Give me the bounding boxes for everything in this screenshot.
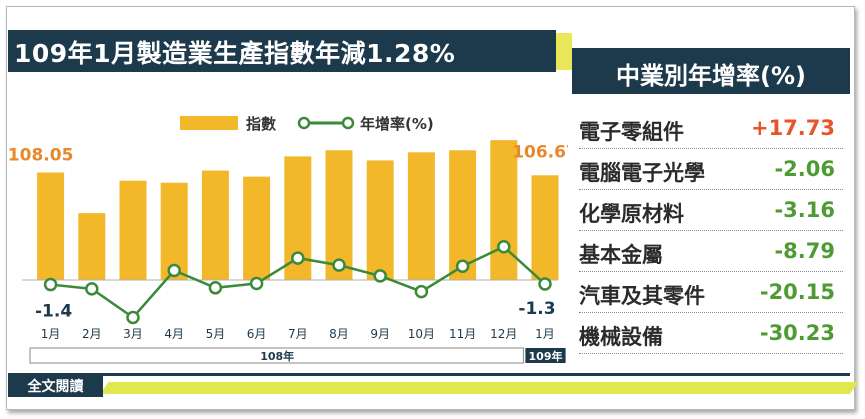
labels-layer: 108.05 106.67 -1.4 -1.3 — [8, 142, 568, 321]
index-bar — [119, 180, 147, 280]
year-group-109-label: 109年 — [529, 349, 563, 363]
read-full-text-label[interactable]: 全文閱讀 — [27, 379, 84, 395]
row-divider — [579, 353, 843, 354]
index-bar — [407, 152, 435, 280]
growth-marker — [538, 277, 552, 291]
growth-marker — [249, 276, 264, 291]
growth-marker — [126, 310, 140, 325]
row-divider — [579, 230, 843, 231]
year-group-108-label: 108年 — [260, 349, 294, 363]
x-tick-label: 12月 — [490, 327, 517, 341]
x-tick-label: 3月 — [123, 327, 143, 341]
index-bar — [201, 170, 229, 280]
industry-row: 機械設備 -30.23 — [573, 314, 851, 354]
last-index-label: 106.67 — [512, 142, 568, 162]
legend-growth-label: 年增率(%) — [360, 115, 434, 133]
chart-legend: 指數 年增率(%) — [180, 115, 434, 133]
production-index-chart: 108.05 106.67 -1.4 -1.3 指數 年增率(%) 1月 2月 3月 4月 5… — [8, 115, 568, 364]
index-bar — [78, 213, 106, 280]
industry-name: 汽車及其零件 — [579, 284, 705, 308]
row-divider — [579, 271, 843, 272]
industry-panel-header — [572, 48, 850, 94]
x-tick-label: 8月 — [329, 327, 349, 341]
industry-name: 機械設備 — [579, 325, 663, 349]
industry-name: 電子零組件 — [579, 120, 684, 144]
industry-growth-value: -3.16 — [774, 198, 835, 222]
title-bar — [8, 30, 556, 72]
footer-rule — [8, 373, 850, 376]
industry-growth-value: -30.23 — [759, 321, 835, 345]
first-growth-label: -1.4 — [35, 302, 72, 322]
industry-name: 電腦電子光學 — [579, 161, 705, 185]
growth-marker — [208, 281, 223, 295]
year-group-109 — [525, 348, 566, 363]
industry-name: 基本金屬 — [579, 243, 663, 267]
industry-row: 電腦電子光學 -2.06 — [573, 150, 851, 190]
page-title: 109年1月製造業生產指數年減1.28% — [14, 39, 456, 68]
x-tick-label: 4月 — [164, 327, 184, 341]
industry-panel-title: 中業別年增率(%) — [616, 62, 806, 90]
legend-line-marker-left — [297, 116, 311, 130]
legend-line-marker-right — [341, 116, 355, 130]
x-tick-label: 9月 — [370, 327, 390, 341]
index-bar — [531, 175, 559, 280]
growth-marker — [43, 277, 58, 292]
x-tick-label: 5月 — [206, 327, 226, 341]
title-accent — [556, 33, 572, 70]
x-tick-label: 10月 — [408, 327, 435, 341]
industry-row: 汽車及其零件 -20.15 — [573, 273, 851, 313]
growth-line-layer — [43, 240, 552, 325]
x-axis: 1月 2月 3月 4月 5月 6月 7月 8月 9月 10月 11月 12月 1月 108年 109年 — [29, 327, 566, 364]
growth-marker — [455, 259, 470, 273]
legend-index-label: 指數 — [246, 115, 276, 133]
index-bar — [37, 172, 65, 280]
index-bar — [449, 150, 477, 280]
row-divider — [579, 312, 843, 313]
bars-layer — [37, 140, 559, 280]
industry-growth-value: +17.73 — [750, 116, 835, 140]
x-tick-label: 2月 — [82, 327, 102, 341]
year-group-108 — [29, 347, 524, 364]
x-tick-label: 1月 — [41, 327, 61, 341]
growth-marker — [85, 282, 99, 296]
growth-marker — [332, 258, 346, 272]
last-growth-label: -1.3 — [518, 299, 555, 319]
x-tick-label: 1月 — [535, 327, 555, 341]
growth-marker — [291, 251, 305, 265]
read-full-text-button[interactable] — [8, 373, 103, 397]
legend-bar-swatch — [180, 116, 238, 130]
x-tick-label: 7月 — [288, 327, 308, 341]
industry-growth-value: -8.79 — [774, 239, 835, 263]
industry-row: 化學原材料 -3.16 — [573, 191, 851, 231]
growth-marker — [414, 284, 429, 299]
footer-accent-stripe — [100, 382, 859, 394]
growth-marker — [497, 240, 511, 254]
row-divider — [579, 148, 843, 149]
industry-row: 基本金屬 -8.79 — [573, 232, 851, 272]
growth-marker — [167, 263, 181, 278]
index-bar — [490, 140, 518, 280]
x-tick-label: 6月 — [247, 327, 267, 341]
index-bar — [243, 176, 271, 280]
row-divider — [579, 189, 843, 190]
first-index-label: 108.05 — [8, 145, 73, 165]
industry-growth-value: -20.15 — [759, 280, 835, 304]
industry-growth-value: -2.06 — [774, 157, 835, 181]
growth-marker — [373, 269, 387, 283]
industry-name: 化學原材料 — [579, 202, 684, 226]
industry-row: 電子零組件 +17.73 — [573, 109, 851, 149]
index-bar — [366, 160, 394, 280]
x-tick-label: 11月 — [449, 327, 476, 341]
